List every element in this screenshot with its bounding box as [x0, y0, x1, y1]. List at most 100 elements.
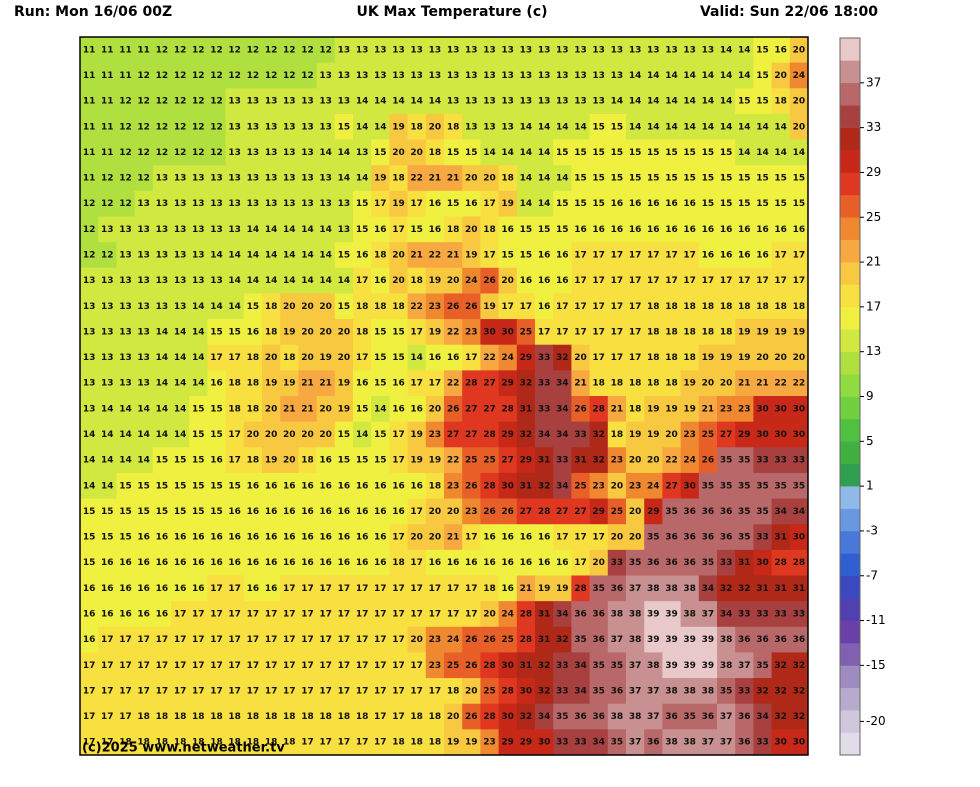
temp-cell: [171, 242, 190, 269]
temp-value: 14: [501, 148, 514, 158]
temp-cell: [152, 319, 172, 346]
temp-cell: [516, 293, 536, 320]
temp-cell: [662, 88, 682, 115]
temp-cell: [353, 37, 372, 64]
temp-cell: [626, 267, 645, 294]
temp-cell: [516, 498, 536, 525]
temp-cell: [134, 729, 154, 756]
temp-cell: [717, 190, 736, 217]
temp-cell: [334, 62, 354, 89]
temp-cell: [225, 165, 245, 192]
temp-cell: [462, 601, 481, 628]
temp-cell: [607, 242, 627, 269]
temp-cell: [553, 396, 572, 423]
temp-value: 21: [283, 404, 296, 414]
temp-value: 29: [647, 507, 660, 517]
temp-value: 34: [574, 686, 587, 696]
temp-cell: [298, 472, 318, 500]
temp-cell: [789, 601, 809, 628]
temp-cell: [353, 62, 372, 89]
temp-value: 18: [192, 738, 205, 748]
temp-cell: [589, 498, 609, 525]
temp-value: 17: [356, 609, 369, 619]
temp-value: 17: [410, 686, 423, 696]
temp-cell: [607, 267, 627, 294]
temp-value: 37: [647, 712, 660, 722]
temp-value: 13: [137, 379, 150, 389]
temp-value: 18: [647, 302, 660, 312]
temp-value: 15: [574, 148, 587, 158]
temp-value: 28: [501, 686, 514, 696]
temp-cell: [553, 626, 572, 653]
temp-cell: [207, 652, 227, 679]
temp-cell: [644, 344, 663, 371]
temp-cell: [334, 139, 354, 166]
temp-cell: [789, 447, 809, 474]
temp-value: 20: [774, 71, 787, 81]
temp-value: 12: [83, 225, 96, 235]
temp-cell: [571, 165, 591, 192]
temp-cell: [389, 729, 409, 756]
temp-value: 24: [447, 635, 460, 645]
temp-value: 17: [629, 250, 642, 260]
temp-value: 17: [793, 250, 806, 260]
temp-cell: [334, 421, 354, 448]
temp-cell: [516, 524, 536, 551]
temp-cell: [334, 575, 354, 602]
temp-cell: [280, 524, 299, 551]
temp-cell: [444, 139, 463, 166]
temp-cell: [589, 549, 609, 576]
temp-value: 35: [647, 533, 660, 543]
temp-value: 23: [429, 302, 442, 312]
temp-value: 20: [793, 122, 806, 132]
temp-cell: [735, 396, 754, 423]
temp-cell: [134, 267, 154, 294]
temp-cell: [753, 575, 773, 602]
temp-cell: [553, 370, 572, 397]
temp-cell: [171, 267, 190, 294]
temp-value: 17: [174, 686, 187, 696]
temp-value: 16: [265, 533, 278, 543]
temp-cell: [498, 421, 518, 448]
temp-value: 28: [483, 712, 496, 722]
temp-cell: [316, 447, 336, 474]
temp-cell: [589, 139, 609, 166]
temp-value: 17: [356, 353, 369, 363]
temp-cell: [152, 37, 172, 64]
temp-value: 12: [192, 148, 205, 158]
temp-value: 13: [101, 225, 114, 235]
temp-cell: [698, 216, 718, 243]
temp-cell: [680, 139, 700, 166]
temp-cell: [298, 447, 318, 474]
temp-cell: [444, 62, 463, 89]
temp-cell: [407, 447, 427, 474]
temp-value: 16: [756, 225, 769, 235]
temp-cell: [243, 293, 263, 320]
temp-cell: [134, 293, 154, 320]
temp-value: 19: [738, 327, 751, 337]
temp-value: 27: [720, 430, 733, 440]
temp-cell: [116, 447, 136, 474]
temp-value: 16: [538, 302, 551, 312]
temp-value: 17: [629, 302, 642, 312]
temp-cell: [116, 652, 136, 679]
temp-cell: [371, 190, 390, 217]
temp-cell: [353, 447, 372, 474]
temp-value: 17: [665, 250, 678, 260]
temp-cell: [207, 703, 227, 730]
temp-cell: [626, 396, 645, 423]
temp-cell: [644, 396, 663, 423]
temp-cell: [189, 319, 208, 346]
temp-value: 16: [247, 327, 260, 337]
temp-cell: [134, 601, 154, 628]
temp-cell: [243, 216, 263, 243]
temp-value: 19: [283, 379, 296, 389]
temp-value: 23: [629, 481, 642, 491]
temp-value: 39: [647, 609, 660, 619]
temp-value: 15: [683, 174, 696, 184]
temp-cell: [607, 678, 627, 705]
temp-cell: [243, 729, 263, 756]
temp-value: 16: [247, 558, 260, 568]
temp-value: 25: [702, 430, 715, 440]
temp-value: 33: [756, 738, 769, 748]
